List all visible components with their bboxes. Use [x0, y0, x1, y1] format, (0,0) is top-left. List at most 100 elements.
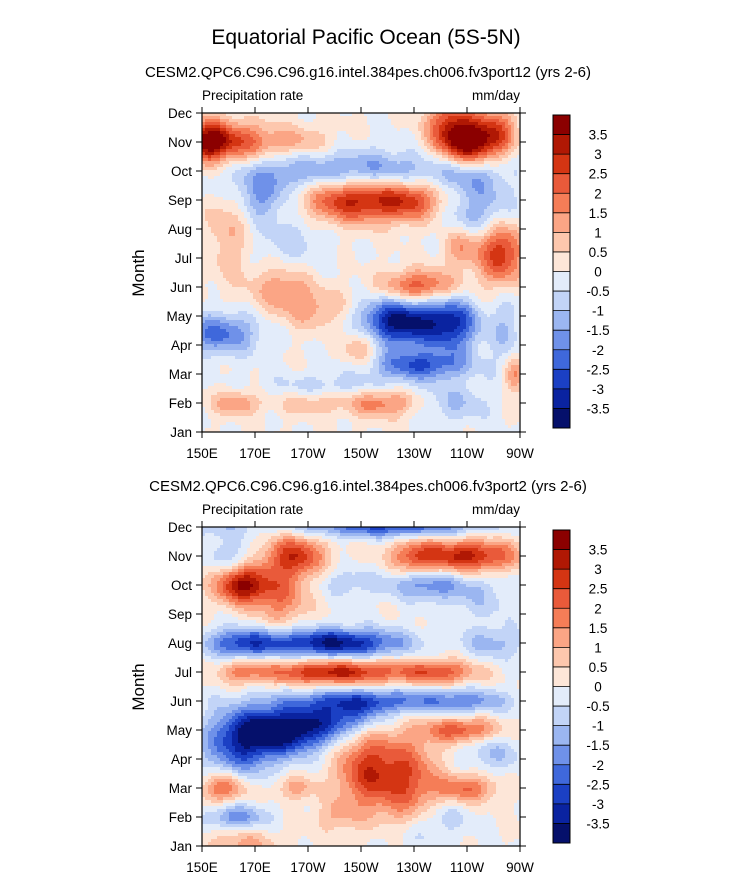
heatmap-cell — [373, 158, 377, 162]
heatmap-cell — [214, 218, 218, 222]
heatmap-cell — [427, 224, 431, 228]
heatmap-cell — [352, 227, 356, 231]
heatmap-cell — [286, 209, 290, 213]
heatmap-cell — [205, 185, 209, 189]
heatmap-cell — [418, 221, 422, 225]
heatmap-cell — [340, 155, 344, 159]
heatmap-cell — [367, 143, 371, 147]
heatmap-cell — [298, 143, 302, 147]
heatmap-cell — [502, 116, 506, 120]
heatmap-cell — [445, 152, 449, 156]
heatmap-cell — [373, 188, 377, 192]
heatmap-cell — [376, 176, 380, 180]
heatmap-cell — [490, 149, 494, 153]
heatmap-cell — [280, 206, 284, 210]
heatmap-cell — [334, 221, 338, 225]
heatmap-cell — [328, 134, 332, 138]
heatmap-cell — [439, 131, 443, 135]
heatmap-cell — [250, 245, 254, 249]
heatmap-cell — [259, 134, 263, 138]
heatmap-cell — [388, 218, 392, 222]
heatmap-cell — [304, 113, 308, 117]
heatmap-cell — [502, 146, 506, 150]
heatmap-cell — [508, 224, 512, 228]
heatmap-cell — [385, 143, 389, 147]
heatmap-cell — [241, 179, 245, 183]
heatmap-cell — [454, 239, 458, 243]
heatmap-cell — [412, 197, 416, 201]
heatmap-cell — [499, 170, 503, 174]
heatmap-cell — [379, 149, 383, 153]
heatmap-cell — [409, 113, 413, 117]
heatmap-cell — [250, 224, 254, 228]
heatmap-cell — [319, 173, 323, 177]
heatmap-cell — [412, 167, 416, 171]
heatmap-cell — [508, 146, 512, 150]
heatmap-cell — [466, 200, 470, 204]
heatmap-cell — [460, 113, 464, 117]
heatmap-cell — [400, 128, 404, 132]
heatmap-cell — [400, 146, 404, 150]
heatmap-cell — [376, 197, 380, 201]
heatmap-cell — [256, 191, 260, 195]
heatmap-cell — [373, 239, 377, 243]
heatmap-cell — [367, 167, 371, 171]
heatmap-cell — [514, 224, 518, 228]
heatmap-cell — [247, 185, 251, 189]
heatmap-cell — [424, 221, 428, 225]
heatmap-cell — [262, 233, 266, 237]
heatmap-cell — [466, 185, 470, 189]
heatmap-cell — [403, 137, 407, 141]
heatmap-cell — [439, 173, 443, 177]
heatmap-cell — [460, 212, 464, 216]
heatmap-cell — [436, 230, 440, 234]
heatmap-cell — [481, 134, 485, 138]
heatmap-cell — [421, 233, 425, 237]
heatmap-cell — [247, 167, 251, 171]
heatmap-cell — [421, 134, 425, 138]
heatmap-cell — [292, 170, 296, 174]
heatmap-cell — [295, 248, 299, 252]
heatmap-cell — [391, 185, 395, 189]
heatmap-cell — [493, 209, 497, 213]
heatmap-cell — [403, 146, 407, 150]
heatmap-cell — [490, 158, 494, 162]
heatmap-cell — [391, 161, 395, 165]
heatmap-cell — [310, 242, 314, 246]
heatmap-cell — [223, 224, 227, 228]
heatmap-cell — [358, 200, 362, 204]
heatmap-cell — [457, 224, 461, 228]
heatmap-cell — [385, 221, 389, 225]
heatmap-cell — [220, 134, 224, 138]
heatmap-cell — [337, 197, 341, 201]
heatmap-cell — [256, 239, 260, 243]
heatmap-cell — [400, 224, 404, 228]
heatmap-cell — [334, 146, 338, 150]
heatmap-cell — [322, 140, 326, 144]
heatmap-cell — [493, 248, 497, 252]
heatmap-cell — [502, 131, 506, 135]
heatmap-cell — [322, 203, 326, 207]
heatmap-cell — [451, 140, 455, 144]
heatmap-cell — [496, 236, 500, 240]
heatmap-cell — [412, 224, 416, 228]
heatmap-cell — [226, 254, 230, 258]
heatmap-cell — [424, 233, 428, 237]
heatmap-cell — [454, 218, 458, 222]
heatmap-cell — [424, 113, 428, 117]
heatmap-cell — [256, 242, 260, 246]
heatmap-cell — [427, 167, 431, 171]
heatmap-cell — [451, 173, 455, 177]
heatmap-cell — [316, 176, 320, 180]
heatmap-cell — [244, 155, 248, 159]
heatmap-cell — [454, 200, 458, 204]
heatmap-cell — [241, 248, 245, 252]
heatmap-cell — [217, 218, 221, 222]
heatmap-cell — [235, 137, 239, 141]
heatmap-cell — [430, 173, 434, 177]
heatmap-cell — [265, 224, 269, 228]
heatmap-cell — [208, 227, 212, 231]
heatmap-cell — [256, 125, 260, 129]
heatmap-cell — [439, 251, 443, 255]
heatmap-cell — [469, 161, 473, 165]
